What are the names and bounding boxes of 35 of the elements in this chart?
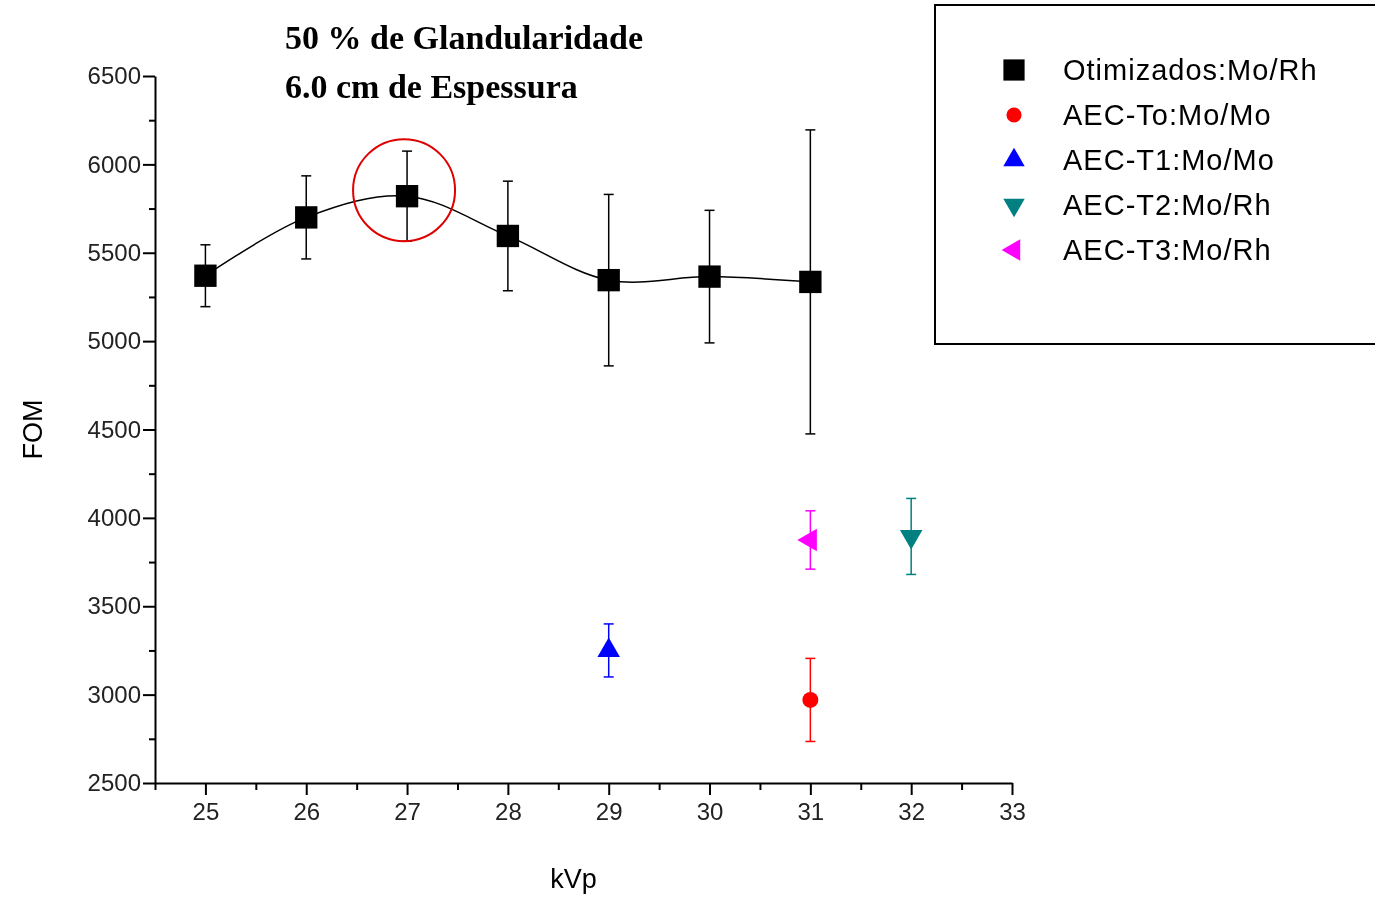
point bbox=[194, 264, 217, 287]
x-tick-label: 33 bbox=[999, 797, 1026, 825]
x-tick-label: 28 bbox=[495, 797, 522, 825]
legend-label: AEC-T1:Mo/Mo bbox=[1063, 144, 1275, 176]
legend-label: AEC-T3:Mo/Rh bbox=[1063, 234, 1272, 266]
point bbox=[295, 206, 318, 229]
y-tick-label: 3000 bbox=[87, 680, 141, 708]
legend-label: AEC-T2:Mo/Rh bbox=[1063, 189, 1272, 221]
y-tick-label: 4500 bbox=[87, 415, 141, 443]
x-tick-label: 31 bbox=[797, 797, 825, 825]
y-tick-label: 4000 bbox=[87, 504, 141, 532]
point bbox=[799, 270, 822, 294]
x-tick-label: 26 bbox=[293, 797, 321, 825]
x-tick-label: 27 bbox=[394, 797, 421, 825]
y-tick-label: 5500 bbox=[87, 238, 141, 266]
legend-label: AEC-To:Mo/Mo bbox=[1063, 99, 1272, 131]
chart-subtitle: 6.0 cm de Espessura bbox=[285, 68, 578, 105]
chart-title: 50 % de Glandularidade bbox=[285, 19, 644, 56]
x-tick-label: 29 bbox=[595, 797, 623, 825]
x-axis-title: kVp bbox=[550, 864, 597, 894]
y-tick-label: 5000 bbox=[87, 327, 141, 355]
point bbox=[597, 268, 620, 292]
y-tick-label: 6500 bbox=[87, 62, 141, 90]
y-tick-label: 2500 bbox=[87, 769, 141, 797]
legend-label: Otimizados:Mo/Rh bbox=[1063, 54, 1318, 86]
point bbox=[698, 265, 721, 288]
x-tick-label: 30 bbox=[696, 797, 724, 825]
point bbox=[496, 224, 520, 248]
x-tick-label: 32 bbox=[898, 797, 926, 825]
y-axis-title: FOM bbox=[18, 399, 48, 460]
y-tick-label: 6000 bbox=[87, 150, 141, 178]
y-tick-label: 3500 bbox=[87, 592, 141, 620]
point bbox=[395, 185, 419, 208]
point bbox=[802, 691, 819, 708]
x-tick-label: 25 bbox=[192, 797, 220, 825]
